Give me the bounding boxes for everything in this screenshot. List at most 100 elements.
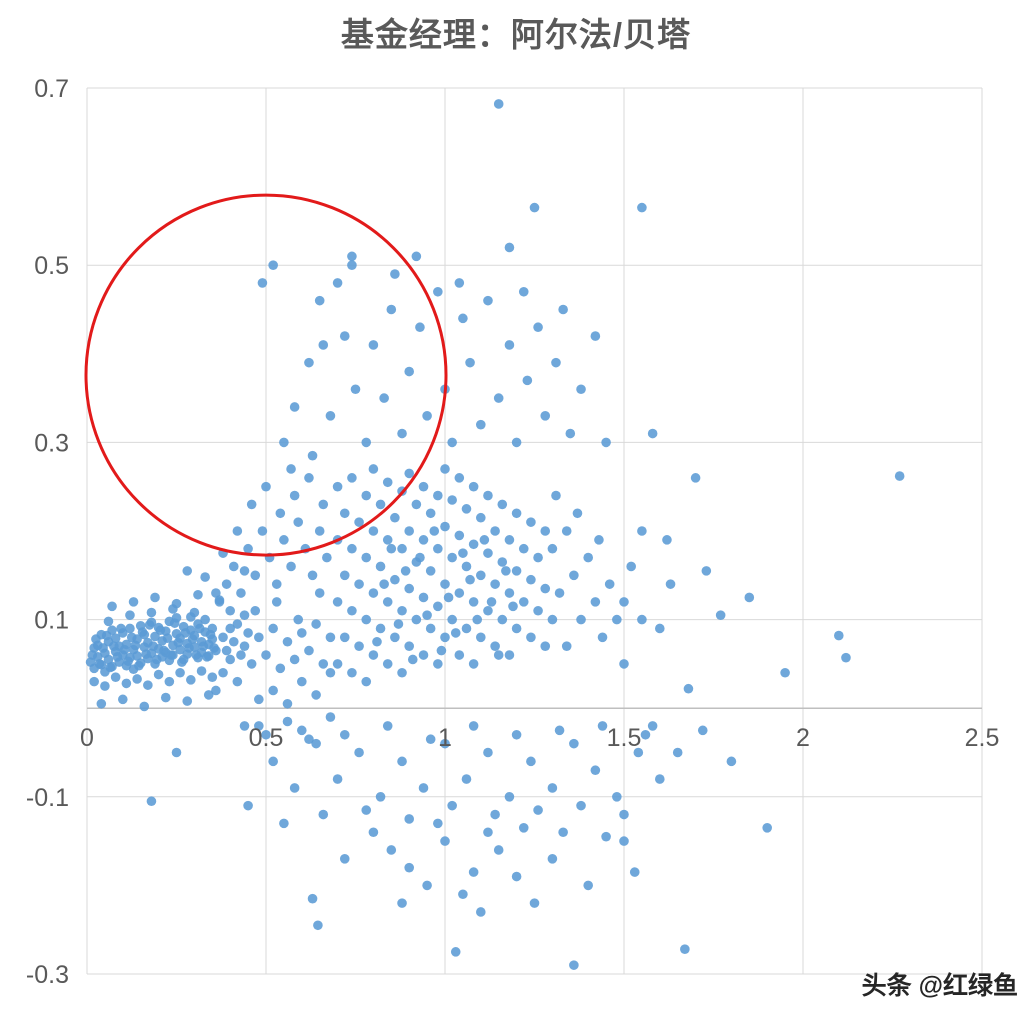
data-point [404, 814, 415, 824]
data-point [425, 508, 436, 519]
data-point [461, 774, 472, 784]
data-point [221, 579, 232, 589]
data-point [433, 543, 443, 554]
data-point [834, 630, 844, 641]
data-point [697, 725, 708, 736]
data-point [368, 650, 379, 660]
y-axis-labels: 0.7 0.5 0.3 0.1 -0.1 -0.3 [26, 75, 69, 989]
data-point [347, 251, 357, 262]
data-point [153, 669, 164, 680]
data-point [286, 561, 296, 572]
data-point [200, 614, 210, 625]
data-point [504, 535, 515, 545]
data-point [440, 632, 450, 643]
data-point [386, 543, 397, 554]
data-point [561, 526, 572, 536]
data-point [121, 678, 132, 689]
data-point [526, 632, 536, 643]
data-point [289, 402, 300, 412]
data-point [279, 818, 289, 829]
data-point [418, 592, 429, 603]
data-point [390, 574, 400, 585]
data-point [225, 654, 235, 665]
data-point [404, 526, 415, 536]
data-point [116, 623, 126, 634]
data-point [125, 610, 135, 620]
data-point [533, 805, 543, 815]
data-point [447, 800, 457, 811]
data-point [123, 656, 133, 667]
data-point [683, 683, 694, 694]
data-point [397, 756, 407, 767]
data-point [275, 508, 286, 519]
data-point [483, 747, 493, 758]
data-point [461, 623, 472, 634]
data-point [257, 278, 268, 288]
data-point [354, 747, 364, 758]
data-point [540, 411, 551, 421]
data-point [393, 619, 404, 629]
data-point [325, 411, 336, 421]
data-point [175, 667, 185, 678]
data-point [468, 659, 479, 669]
data-point [332, 278, 343, 288]
data-point [239, 610, 250, 620]
data-point [375, 561, 386, 572]
data-point [107, 601, 117, 612]
data-point [268, 685, 278, 696]
data-point [254, 694, 264, 705]
data-point [483, 295, 493, 306]
data-point [347, 260, 357, 271]
data-point [454, 278, 465, 288]
data-point [504, 242, 515, 253]
data-point [486, 597, 497, 607]
data-point [243, 800, 253, 811]
data-point [483, 490, 493, 501]
data-point [186, 675, 196, 685]
data-point [261, 481, 271, 492]
data-point [91, 634, 101, 644]
data-point [680, 944, 690, 954]
data-point [347, 473, 357, 483]
data-point [354, 517, 364, 527]
data-point [332, 774, 343, 784]
data-point [386, 304, 397, 315]
data-point [404, 366, 415, 377]
data-point [626, 561, 636, 572]
data-point [289, 783, 300, 793]
data-point [325, 712, 336, 722]
data-point [150, 592, 160, 603]
data-point [382, 535, 393, 545]
data-point [569, 960, 579, 970]
data-point [169, 618, 180, 628]
data-point [415, 322, 425, 333]
data-point [540, 526, 551, 536]
data-point [572, 508, 583, 519]
data-point [418, 650, 429, 660]
data-point [289, 654, 300, 665]
data-point [647, 428, 658, 439]
data-point [411, 499, 422, 510]
data-point [468, 597, 479, 607]
data-point [411, 614, 422, 625]
data-point [297, 725, 307, 736]
data-point [171, 598, 182, 609]
data-point [540, 583, 551, 594]
data-point [551, 357, 561, 368]
data-point [665, 579, 676, 589]
data-point [468, 539, 479, 550]
data-point [100, 681, 110, 691]
data-point [433, 601, 443, 612]
data-point [576, 614, 586, 625]
data-point [239, 641, 250, 651]
data-point [282, 698, 293, 709]
data-point [304, 473, 314, 483]
data-point [397, 428, 407, 439]
data-point [257, 526, 268, 536]
data-point [433, 818, 443, 829]
data-point [314, 588, 325, 598]
data-point [497, 499, 508, 510]
data-point [841, 652, 851, 663]
data-point [293, 517, 304, 527]
data-point [228, 636, 239, 647]
